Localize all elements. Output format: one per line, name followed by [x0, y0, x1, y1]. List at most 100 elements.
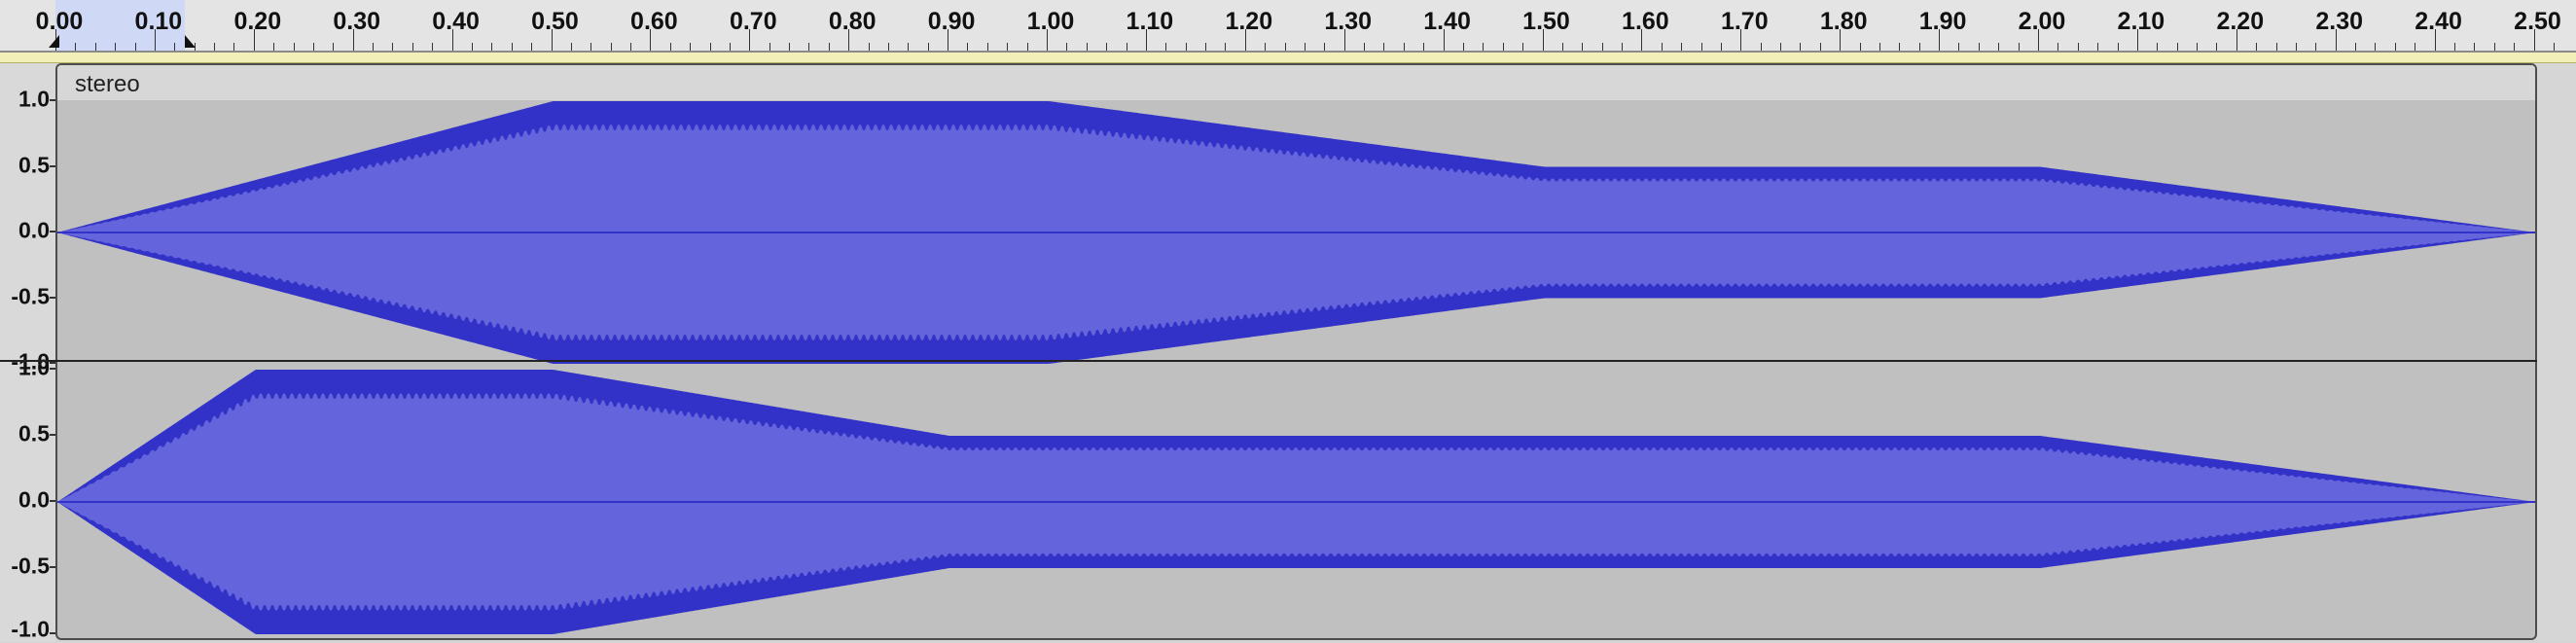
ruler-tick-label: 0.00	[35, 8, 84, 35]
ruler-minor-tick	[293, 43, 295, 51]
waveform-canvas[interactable]	[57, 65, 2537, 640]
ruler-minor-tick	[115, 43, 117, 51]
ruler-minor-tick	[1661, 43, 1663, 51]
track-right-margin	[2537, 63, 2576, 642]
ruler-major-tick	[749, 29, 751, 51]
ruler-minor-tick	[986, 43, 988, 51]
ruler-minor-tick	[2394, 43, 2396, 51]
ruler-tick-label: 0.40	[432, 8, 480, 35]
ruler-minor-tick	[1978, 43, 1980, 51]
ruler-tick-label: 1.20	[1225, 8, 1273, 35]
amplitude-scale-tick	[50, 164, 55, 167]
ruler-major-tick	[1244, 29, 1246, 51]
ruler-minor-tick	[2157, 43, 2159, 51]
amplitude-scale-label: 0.0	[18, 217, 50, 243]
amplitude-scale-label: -0.5	[11, 553, 50, 579]
stereo-track[interactable]: stereo	[55, 63, 2537, 640]
ruler-minor-tick	[214, 43, 216, 51]
ruler-minor-tick	[373, 43, 375, 51]
ruler-minor-tick	[2315, 43, 2317, 51]
ruler-tick-label: 1.30	[1324, 8, 1373, 35]
ruler-minor-tick	[2176, 43, 2178, 51]
ruler-major-tick	[451, 29, 453, 51]
ruler-major-tick	[1740, 29, 1742, 51]
timeline-band	[0, 53, 2576, 63]
ruler-minor-tick	[411, 43, 413, 51]
ruler-tick-label: 1.70	[1720, 8, 1769, 35]
ruler-minor-tick	[273, 43, 275, 51]
amplitude-scale-label: -0.5	[11, 283, 50, 308]
ruler-minor-tick	[868, 43, 870, 51]
ruler-minor-tick	[2474, 43, 2476, 51]
ruler-minor-tick	[769, 43, 770, 51]
ruler-minor-tick	[233, 43, 235, 51]
ruler-minor-tick	[134, 43, 136, 51]
ruler-minor-tick	[491, 43, 493, 51]
ruler-minor-tick	[174, 43, 176, 51]
ruler-minor-tick	[690, 43, 692, 51]
ruler-minor-tick	[669, 43, 671, 51]
ruler-major-tick	[2038, 29, 2039, 51]
ruler-minor-tick	[1403, 43, 1405, 51]
ruler-minor-tick	[887, 43, 889, 51]
vertical-amplitude-ruler: 1.0 0.5 0.0 -0.5 -1.0 1.0 0.5 0.0 -0.5 -1.0	[0, 63, 55, 642]
ruler-minor-tick	[2493, 43, 2495, 51]
ruler-minor-tick	[1423, 43, 1425, 51]
ruler-major-tick	[1145, 29, 1147, 51]
timeline-ruler[interactable]: 0.00 0.10 0.20 0.30 0.40 0.50 0.60 0.70 0.80 0.90…	[0, 0, 2576, 53]
ruler-major-tick	[253, 29, 255, 51]
ruler-major-tick	[154, 29, 156, 51]
ruler-minor-tick	[471, 43, 473, 51]
ruler-minor-tick	[610, 43, 612, 51]
ruler-minor-tick	[2097, 43, 2099, 51]
ruler-minor-tick	[531, 43, 533, 51]
ruler-tick-label: 0.90	[927, 8, 976, 35]
ruler-tick-label: 1.40	[1423, 8, 1471, 35]
ruler-major-tick	[1641, 29, 1643, 51]
ruler-minor-tick	[1819, 43, 1821, 51]
amplitude-scale-tick	[50, 500, 55, 502]
amplitude-scale-label: -1.0	[11, 616, 50, 642]
ruler-tick-label: 0.20	[233, 8, 282, 35]
ruler-minor-tick	[2355, 43, 2357, 51]
ruler-major-tick	[650, 29, 652, 51]
ruler-minor-tick	[2295, 43, 2297, 51]
ruler-minor-tick	[2256, 43, 2258, 51]
ruler-tick-label: 2.30	[2315, 8, 2364, 35]
ruler-minor-tick	[1026, 43, 1028, 51]
ruler-major-tick	[1047, 29, 1048, 51]
ruler-minor-tick	[75, 43, 77, 51]
amplitude-scale-label: 1.0	[18, 354, 50, 380]
amplitude-scale-tick	[50, 632, 55, 634]
ruler-tick-label: 1.60	[1622, 8, 1669, 35]
amplitude-scale-label: 0.0	[18, 486, 50, 513]
ruler-minor-tick	[2117, 43, 2119, 51]
ruler-minor-tick	[1601, 43, 1603, 51]
selection-end-handle-icon[interactable]	[185, 35, 196, 48]
amplitude-scale-tick	[50, 362, 55, 364]
ruler-minor-tick	[2018, 43, 2020, 51]
ruler-major-tick	[551, 29, 553, 51]
ruler-minor-tick	[2216, 43, 2218, 51]
ruler-minor-tick	[1284, 43, 1286, 51]
ruler-tick-label: 1.00	[1026, 8, 1075, 35]
ruler-minor-tick	[828, 43, 830, 51]
ruler-tick-label: 2.10	[2117, 8, 2165, 35]
ruler-tick-label: 0.60	[630, 8, 678, 35]
track-name-label[interactable]: stereo	[71, 71, 144, 98]
ruler-minor-tick	[709, 43, 711, 51]
ruler-major-tick	[2533, 29, 2535, 51]
ruler-minor-tick	[908, 43, 910, 51]
ruler-tick-label: 1.90	[1918, 8, 1967, 35]
ruler-minor-tick	[392, 43, 394, 51]
ruler-minor-tick	[1383, 43, 1385, 51]
ruler-major-tick	[1343, 29, 1345, 51]
selection-start-handle-icon[interactable]	[49, 35, 59, 48]
ruler-minor-tick	[2197, 43, 2199, 51]
ruler-minor-tick	[1582, 43, 1584, 51]
amplitude-scale-tick	[50, 296, 55, 299]
ruler-minor-tick	[1958, 43, 1960, 51]
ruler-minor-tick	[333, 43, 335, 51]
ruler-major-tick	[1939, 29, 1941, 51]
channel-divider[interactable]	[0, 360, 2576, 362]
